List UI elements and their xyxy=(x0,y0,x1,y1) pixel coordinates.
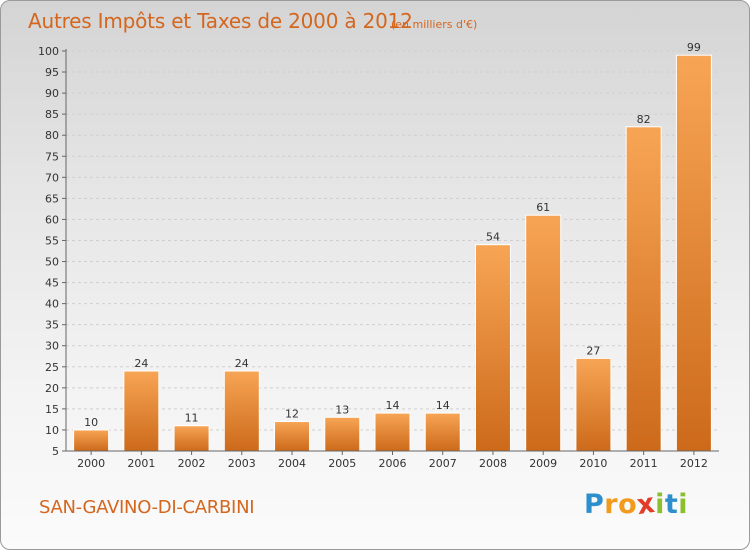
y-tick-label: 85 xyxy=(45,108,59,121)
x-tick-label: 2009 xyxy=(529,457,557,470)
bar xyxy=(73,429,110,452)
x-tick-label: 2008 xyxy=(479,457,507,470)
logo-letter: o xyxy=(618,489,638,520)
x-tick-label: 2007 xyxy=(429,457,457,470)
y-tick-label: 65 xyxy=(45,192,59,205)
logo-letter: i xyxy=(678,489,689,520)
x-tick-label: 2000 xyxy=(77,457,105,470)
y-axis: 5 10 15 20 25 30 35 40 45 50 55 60 65 70 75 80 85 90 95 100 xyxy=(38,45,67,458)
y-tick-label: 5 xyxy=(52,445,59,458)
bar-value-label: 61 xyxy=(536,201,550,214)
bar xyxy=(324,416,361,452)
y-tick-label: 10 xyxy=(45,424,59,437)
logo-letter: t xyxy=(664,489,679,520)
chart-title: Autres Impôts et Taxes de 2000 à 2012 xyxy=(28,9,413,33)
y-tick-label: 100 xyxy=(38,45,59,58)
logo-letter: P xyxy=(584,489,605,520)
logo-letter: r xyxy=(604,489,619,520)
y-tick-label: 20 xyxy=(45,382,59,395)
y-tick-label: 70 xyxy=(45,171,59,184)
y-tick-label: 50 xyxy=(45,256,59,269)
y-tick-label: 35 xyxy=(45,319,59,332)
bar-value-label: 24 xyxy=(134,357,148,370)
chart-subtitle: (en milliers d'€) xyxy=(391,18,478,31)
y-tick-label: 45 xyxy=(45,277,59,290)
bar-value-label: 13 xyxy=(335,403,349,416)
x-tick-label: 2001 xyxy=(127,457,155,470)
bar-value-label: 24 xyxy=(235,357,249,370)
bar xyxy=(424,412,461,452)
bar xyxy=(625,126,662,452)
bar xyxy=(675,54,712,452)
bar-value-label: 11 xyxy=(185,412,199,425)
grid-lines xyxy=(66,50,719,452)
bar-value-label: 27 xyxy=(586,344,600,357)
bar xyxy=(223,370,260,452)
bar-value-label: 99 xyxy=(687,41,701,54)
x-axis: 2000 2001 2002 2003 2004 2005 2006 2007 2008 2009… xyxy=(66,450,719,470)
y-tick-label: 75 xyxy=(45,150,59,163)
bar xyxy=(274,421,311,452)
x-tick-label: 2012 xyxy=(680,457,708,470)
y-tick-label: 95 xyxy=(45,66,59,79)
y-tick-label: 55 xyxy=(45,234,59,247)
x-tick-label: 2003 xyxy=(228,457,256,470)
y-tick-label: 80 xyxy=(45,129,59,142)
x-tick-label: 2004 xyxy=(278,457,306,470)
y-tick-label: 90 xyxy=(45,87,59,100)
bars: 10 24 11 24 12 13 14 14 54 61 27 82 99 xyxy=(73,41,712,452)
bar xyxy=(575,357,612,452)
y-tick-label: 25 xyxy=(45,361,59,374)
bar-value-label: 54 xyxy=(486,231,500,244)
x-tick-label: 2011 xyxy=(630,457,658,470)
x-tick-label: 2010 xyxy=(579,457,607,470)
bar xyxy=(123,370,160,452)
bar-value-label: 10 xyxy=(84,416,98,429)
bar-value-label: 12 xyxy=(285,408,299,421)
y-tick-label: 60 xyxy=(45,213,59,226)
logo-letter: x xyxy=(635,487,658,522)
x-tick-label: 2002 xyxy=(178,457,206,470)
y-tick-label: 15 xyxy=(45,403,59,416)
bar-value-label: 14 xyxy=(386,399,400,412)
bar-value-label: 82 xyxy=(637,113,651,126)
commune-name: SAN-GAVINO-DI-CARBINI xyxy=(39,497,255,518)
proxiti-logo[interactable]: Proxiti xyxy=(584,487,689,522)
bar xyxy=(173,425,210,452)
bar xyxy=(525,214,562,452)
x-tick-label: 2005 xyxy=(328,457,356,470)
bar xyxy=(474,244,511,452)
bar-value-label: 14 xyxy=(436,399,450,412)
x-tick-label: 2006 xyxy=(379,457,407,470)
bar xyxy=(374,412,411,452)
y-tick-label: 30 xyxy=(45,340,59,353)
y-tick-label: 40 xyxy=(45,298,59,311)
logo-letter: i xyxy=(655,489,665,520)
